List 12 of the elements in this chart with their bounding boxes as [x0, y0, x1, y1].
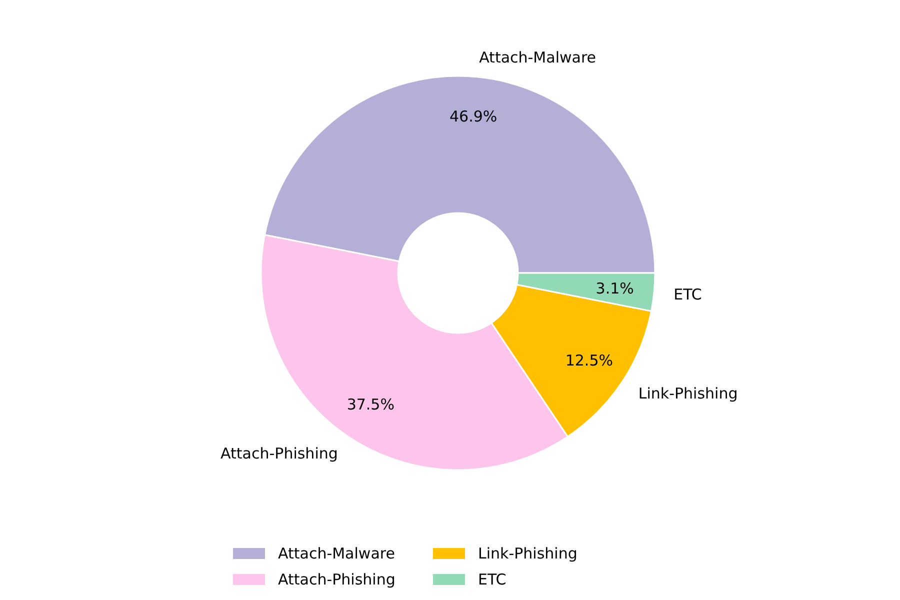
slice-label: ETC: [674, 285, 702, 304]
data-label: 12.5%: [565, 352, 614, 370]
legend-label: ETC: [478, 570, 506, 588]
data-label: 3.1%: [596, 280, 634, 298]
legend-label: Link-Phishing: [478, 544, 578, 562]
legend-label: Attach-Phishing: [278, 570, 396, 588]
legend-label: Attach-Malware: [278, 544, 395, 562]
slice-label: Link-Phishing: [638, 384, 738, 402]
slice-label: Attach-Phishing: [220, 444, 338, 463]
slice-label: Attach-Malware: [479, 48, 596, 67]
data-label: 37.5%: [346, 395, 394, 414]
data-label: 46.9%: [449, 107, 498, 126]
